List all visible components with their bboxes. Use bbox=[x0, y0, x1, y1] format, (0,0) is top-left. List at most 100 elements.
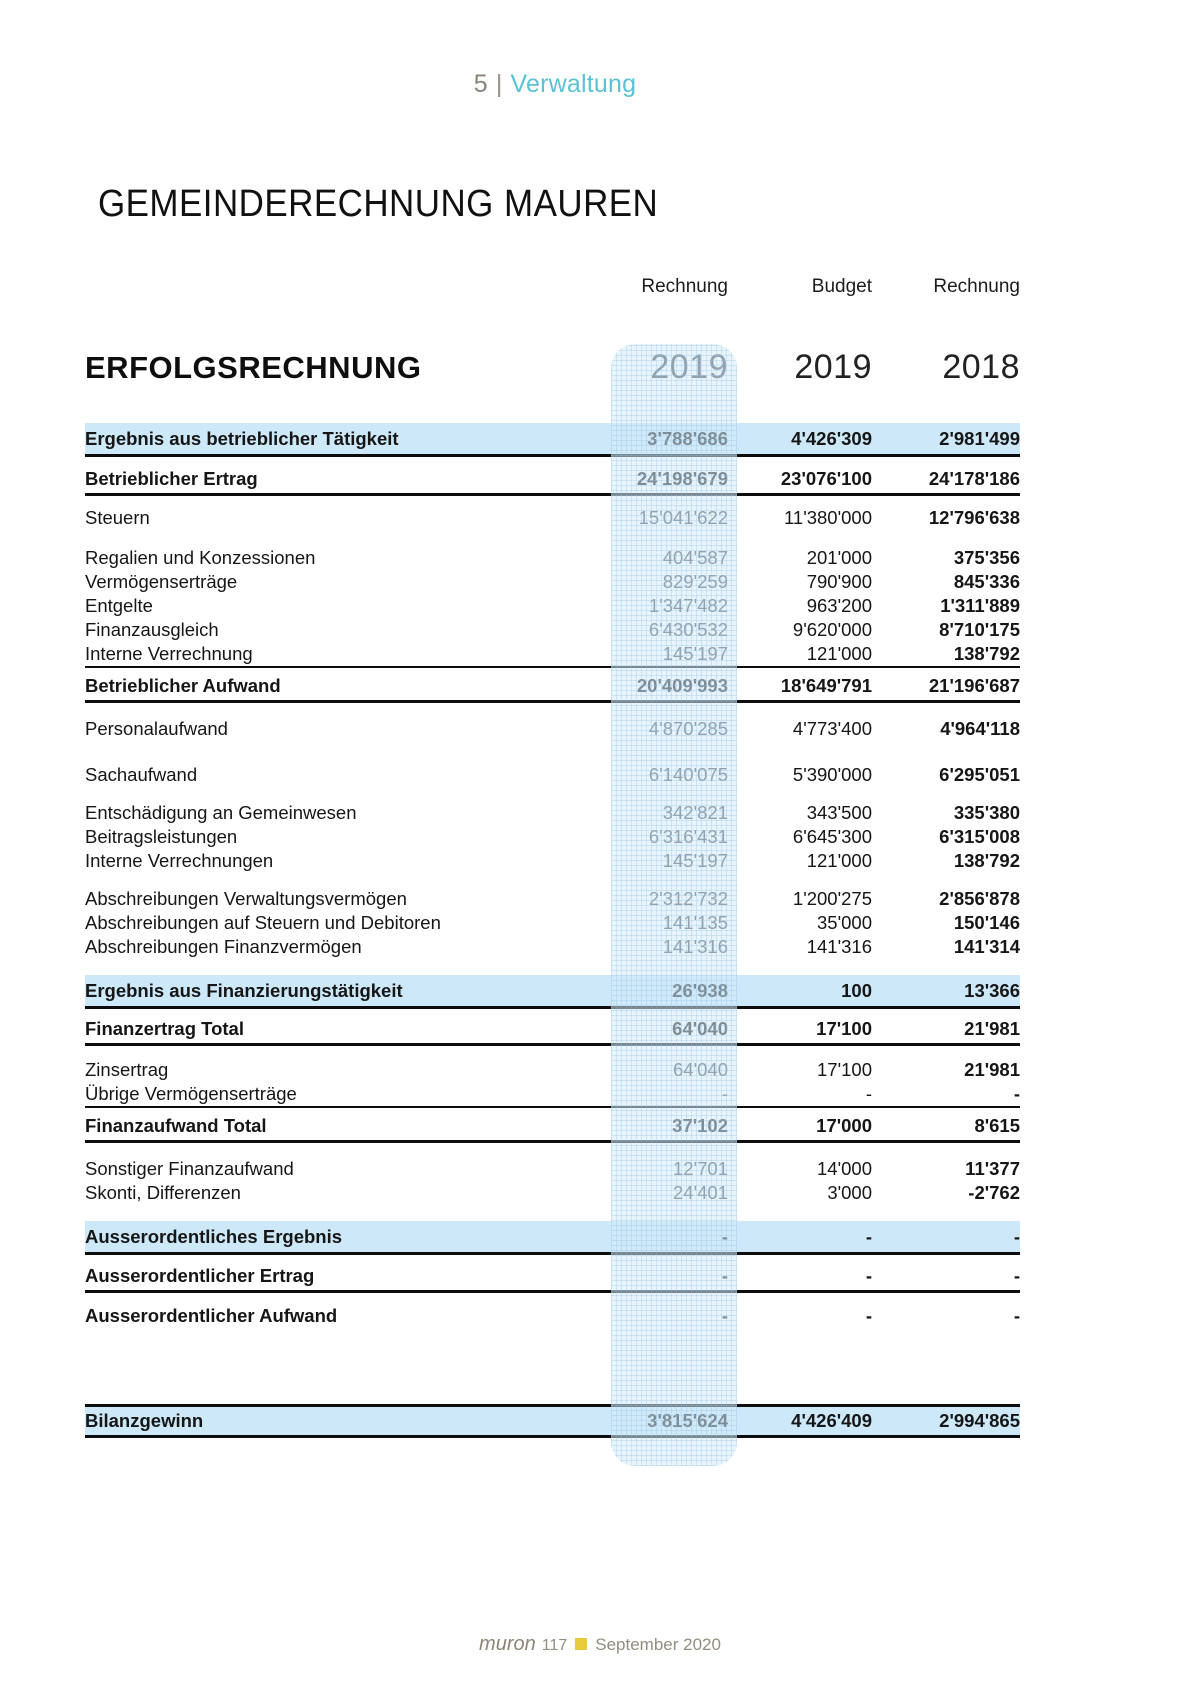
value-cell: 1'311'889 bbox=[940, 595, 1020, 616]
table-row: Ausserordentlicher Aufwand - - - bbox=[85, 1300, 1020, 1331]
table-row: Betrieblicher Ertrag 24'198'679 23'076'100… bbox=[85, 465, 1020, 496]
value-cell: 6'295'051 bbox=[939, 764, 1020, 785]
row-label: Finanzertrag Total bbox=[85, 1018, 244, 1039]
table-row: Abschreibungen Verwaltungsvermögen 2'312'… bbox=[85, 887, 1020, 911]
value-cell: 4'426'309 bbox=[791, 427, 872, 449]
value-cell: - bbox=[865, 1225, 872, 1247]
value-cell: 26'938 bbox=[672, 979, 728, 1001]
financial-table: Ergebnis aus betrieblicher Tätigkeit 3'78… bbox=[85, 423, 1020, 1438]
value-cell: 13'366 bbox=[964, 979, 1020, 1001]
value-cell: 64'040 bbox=[673, 1059, 728, 1080]
table-row: Finanzaufwand Total 37'102 17'000 8'615 bbox=[85, 1112, 1020, 1143]
table-row: Sonstiger Finanzaufwand 12'701 14'000 11'37… bbox=[85, 1157, 1020, 1181]
table-row: Vermögenserträge 829'259 790'900 845'336 bbox=[85, 570, 1020, 594]
column-header-row: Rechnung Budget Rechnung bbox=[85, 276, 1020, 298]
row-label: Abschreibungen auf Steuern und Debitoren bbox=[85, 912, 441, 933]
value-cell: 2'312'732 bbox=[648, 888, 728, 909]
value-cell: 145'197 bbox=[662, 643, 728, 664]
table-row: Abschreibungen auf Steuern und Debitoren… bbox=[85, 911, 1020, 935]
table-row: Übrige Vermögenserträge - - - bbox=[85, 1082, 1020, 1108]
table-row: Entschädigung an Gemeinwesen 342'821 343'5… bbox=[85, 801, 1020, 825]
page-header: 5 | Verwaltung bbox=[0, 70, 1110, 99]
value-cell: 8'710'175 bbox=[939, 619, 1020, 640]
value-cell: 141'314 bbox=[953, 936, 1020, 957]
value-cell: -2'762 bbox=[968, 1182, 1020, 1203]
document-title: GEMEINDERECHNUNG MAUREN bbox=[98, 183, 659, 225]
value-cell: 141'316 bbox=[806, 936, 872, 957]
value-cell: 24'401 bbox=[673, 1182, 728, 1203]
statement-heading-row: ERFOLGSRECHNUNG 2019 2019 2018 bbox=[85, 348, 1020, 387]
value-cell: 14'000 bbox=[817, 1158, 872, 1179]
table-row: Finanzausgleich 6'430'532 9'620'000 8'710'1… bbox=[85, 618, 1020, 642]
row-label: Abschreibungen Verwaltungsvermögen bbox=[85, 888, 407, 909]
value-cell: 2'856'878 bbox=[939, 888, 1020, 909]
row-label: Betrieblicher Aufwand bbox=[85, 675, 281, 696]
value-cell: 342'821 bbox=[662, 802, 728, 823]
row-label: Ergebnis aus Finanzierungstätigkeit bbox=[85, 979, 403, 1001]
issue-number: 117 bbox=[541, 1637, 568, 1654]
value-cell: 11'380'000 bbox=[783, 507, 872, 528]
value-cell: 12'796'638 bbox=[928, 507, 1020, 528]
table-row: Ergebnis aus betrieblicher Tätigkeit 3'78… bbox=[85, 423, 1020, 457]
value-cell: 2'994'865 bbox=[939, 1410, 1020, 1431]
value-cell: 6'430'532 bbox=[648, 619, 728, 640]
table-row: Personalaufwand 4'870'285 4'773'400 4'964'1… bbox=[85, 717, 1020, 741]
value-cell: 17'100 bbox=[816, 1018, 872, 1039]
value-cell: 17'000 bbox=[816, 1115, 872, 1136]
value-cell: - bbox=[1013, 1083, 1020, 1104]
value-cell: 21'196'687 bbox=[928, 675, 1020, 696]
value-cell: - bbox=[721, 1304, 728, 1326]
value-cell: 18'649'791 bbox=[780, 675, 872, 696]
value-cell: 343'500 bbox=[806, 802, 872, 823]
table-row: Ausserordentliches Ergebnis - - - bbox=[85, 1221, 1020, 1255]
footer-bullet-icon bbox=[575, 1638, 588, 1650]
value-cell: 100 bbox=[841, 979, 872, 1001]
value-cell: 141'316 bbox=[662, 936, 728, 957]
value-cell: 20'409'993 bbox=[636, 675, 728, 696]
value-cell: 6'645'300 bbox=[792, 826, 872, 847]
row-label: Steuern bbox=[85, 507, 150, 528]
value-cell: 2'981'499 bbox=[939, 427, 1020, 449]
value-cell: 4'426'409 bbox=[791, 1410, 872, 1431]
value-cell: 201'000 bbox=[806, 547, 872, 568]
value-cell: 24'198'679 bbox=[636, 468, 728, 489]
row-label: Skonti, Differenzen bbox=[85, 1182, 241, 1203]
table-row: Beitragsleistungen 6'316'431 6'645'300 6'31… bbox=[85, 825, 1020, 849]
value-cell: 1'347'482 bbox=[648, 595, 728, 616]
table-row: Regalien und Konzessionen 404'587 201'000 3… bbox=[85, 546, 1020, 570]
row-label: Interne Verrechnung bbox=[85, 643, 253, 664]
value-cell: 4'773'400 bbox=[792, 718, 872, 739]
row-label: Finanzaufwand Total bbox=[85, 1115, 267, 1136]
row-label: Übrige Vermögenserträge bbox=[85, 1083, 297, 1104]
value-cell: 3'815'624 bbox=[647, 1410, 728, 1431]
column-header-rechnung-2019: Rechnung bbox=[641, 276, 728, 297]
value-cell: - bbox=[865, 1083, 872, 1104]
year-rechnung-2019: 2019 bbox=[650, 348, 728, 386]
value-cell: 21'981 bbox=[964, 1018, 1020, 1039]
table-row: Finanzertrag Total 64'040 17'100 21'981 bbox=[85, 1015, 1020, 1046]
statement-title: ERFOLGSRECHNUNG bbox=[85, 350, 422, 385]
value-cell: - bbox=[1013, 1225, 1020, 1247]
row-label: Ausserordentlicher Ertrag bbox=[85, 1265, 315, 1286]
value-cell: - bbox=[721, 1083, 728, 1104]
section-name: Verwaltung bbox=[510, 70, 637, 98]
value-cell: 829'259 bbox=[662, 571, 728, 592]
row-label: Betrieblicher Ertrag bbox=[85, 468, 258, 489]
row-label: Entschädigung an Gemeinwesen bbox=[85, 802, 357, 823]
page-footer: muron 117 September 2020 bbox=[0, 1633, 1200, 1656]
value-cell: 9'620'000 bbox=[792, 619, 872, 640]
table-row: Betrieblicher Aufwand 20'409'993 18'649'79… bbox=[85, 672, 1020, 703]
value-cell: 138'792 bbox=[953, 643, 1020, 664]
row-label: Personalaufwand bbox=[85, 718, 228, 739]
column-header-rechnung-2018: Rechnung bbox=[933, 276, 1020, 297]
table-row: Skonti, Differenzen 24'401 3'000 -2'762 bbox=[85, 1181, 1020, 1205]
value-cell: 11'377 bbox=[965, 1158, 1020, 1179]
value-cell: 15'041'622 bbox=[638, 507, 728, 528]
row-label: Ergebnis aus betrieblicher Tätigkeit bbox=[85, 427, 399, 449]
value-cell: 963'200 bbox=[806, 595, 872, 616]
value-cell: 6'316'431 bbox=[648, 826, 728, 847]
value-cell: 4'870'285 bbox=[648, 718, 728, 739]
header-separator: | bbox=[495, 70, 503, 98]
value-cell: 141'135 bbox=[662, 912, 728, 933]
